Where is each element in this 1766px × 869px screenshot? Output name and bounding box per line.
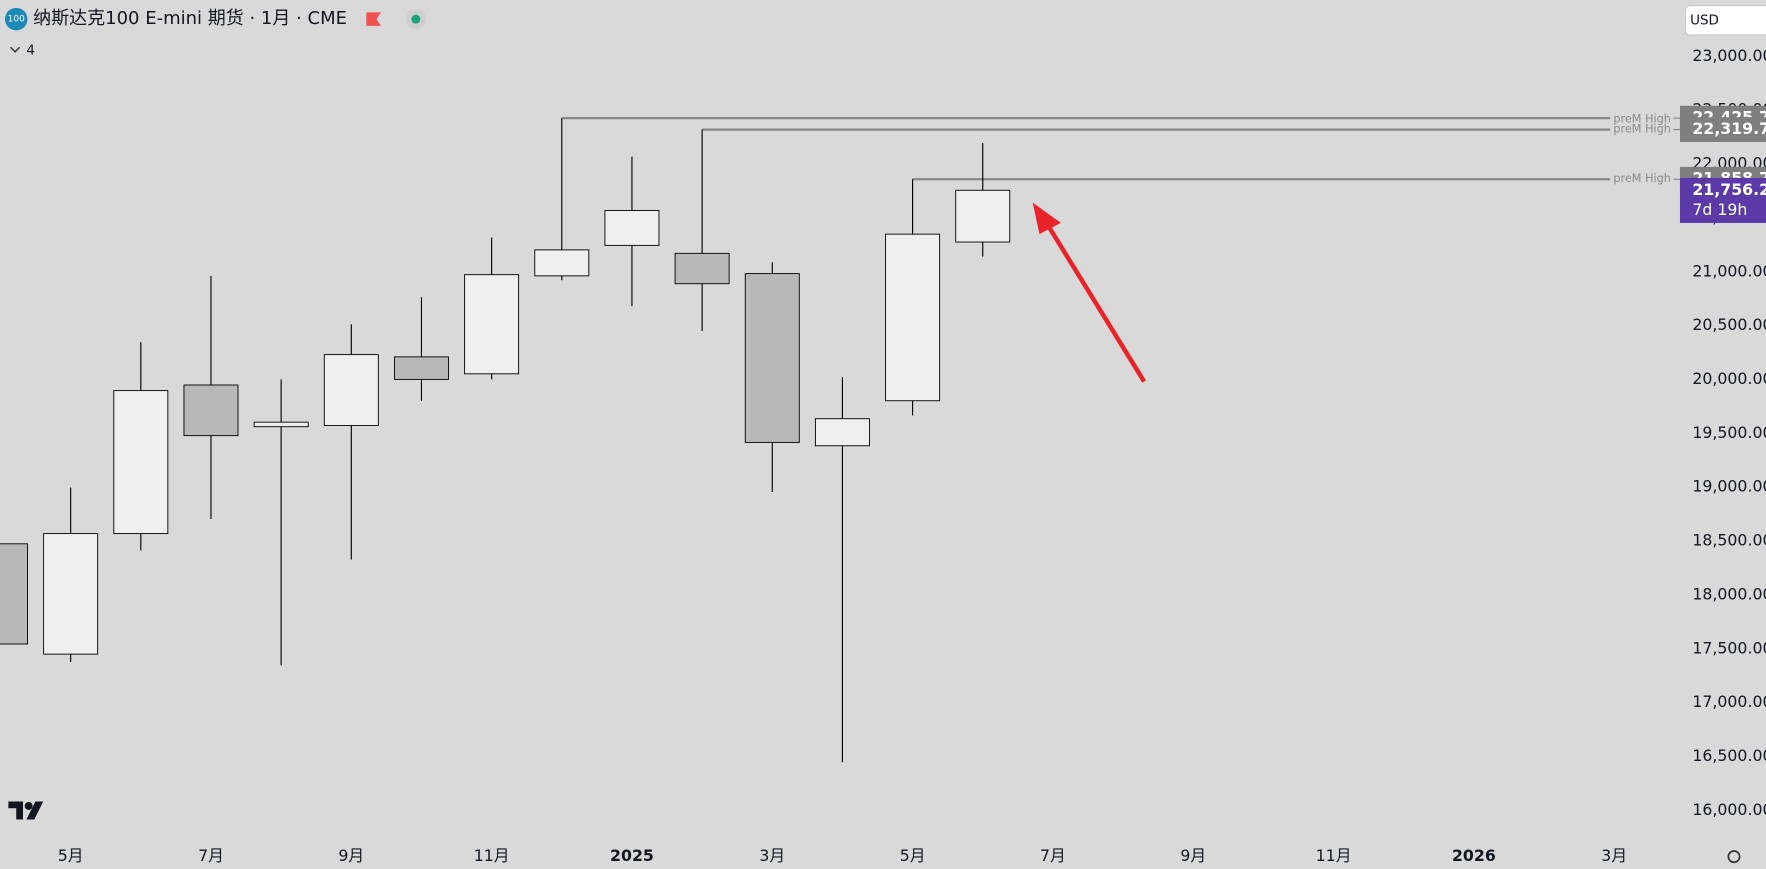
candle-body (604, 210, 660, 246)
y-tick-label: 17,000.00 (1692, 692, 1766, 711)
y-tick-label: 21,000.00 (1692, 261, 1766, 280)
x-tick-label: 11月 (474, 846, 510, 865)
x-tick-label: 5月 (900, 846, 926, 865)
candle-body (744, 273, 800, 443)
y-tick-label: 19,500.00 (1692, 423, 1766, 442)
candle-body (183, 384, 239, 437)
candle-body (113, 390, 169, 535)
level-name: preM High (1613, 112, 1671, 125)
candle-body (0, 543, 28, 645)
tv-logo (8, 801, 44, 820)
candle-body (464, 274, 520, 375)
x-tick-label: 11月 (1316, 846, 1352, 865)
x-tick-label: 2025 (610, 846, 654, 865)
candle-body (814, 418, 870, 447)
collapse-icon[interactable] (10, 46, 21, 53)
x-tick-label: 2026 (1452, 846, 1496, 865)
level-box (1679, 117, 1766, 142)
candle-body (43, 533, 99, 655)
y-tick-label: 16,500.00 (1692, 746, 1766, 765)
annotation-arrow-head (1032, 202, 1061, 235)
symbol-icon (4, 7, 28, 31)
symbol-badge: 100 (8, 15, 25, 25)
x-tick-label: 9月 (1180, 846, 1206, 865)
x-tick-label: 7月 (198, 846, 224, 865)
y-tick-label: 18,500.00 (1692, 531, 1766, 550)
currency[interactable]: USD (1690, 12, 1719, 28)
annotation-arrow (1043, 219, 1147, 383)
candle-body (955, 189, 1011, 243)
flag-icon[interactable] (366, 12, 381, 26)
level-name: preM High (1613, 172, 1671, 185)
y-tick-label: 20,000.00 (1692, 369, 1766, 388)
y-tick-label: 19,000.00 (1692, 477, 1766, 496)
y-tick-label: 16,000.00 (1692, 800, 1766, 819)
level-label: 22,319.75 (1692, 119, 1766, 138)
candle-body (674, 252, 730, 285)
status-dot (411, 14, 421, 24)
x-tick-label: 7月 (1040, 846, 1066, 865)
y-tick-label: 23,000.00 (1692, 46, 1766, 65)
candle-body (253, 421, 309, 428)
candle-body (885, 233, 941, 402)
x-tick-label: 3月 (1601, 846, 1627, 865)
candle-body (323, 354, 379, 426)
candle-body (393, 356, 449, 380)
last-price-box (1679, 177, 1766, 223)
settings-icon[interactable] (1727, 850, 1741, 864)
level-name: preM High (1613, 123, 1671, 136)
x-tick-label: 5月 (58, 846, 84, 865)
currency-box[interactable] (1685, 5, 1766, 36)
chart-title[interactable]: 纳斯达克100 E-mini 期货 · 1月 · CME (33, 8, 347, 29)
indicator-count[interactable]: 4 (26, 43, 35, 59)
y-tick-label: 18,000.00 (1692, 584, 1766, 603)
y-tick-label: 17,500.00 (1692, 638, 1766, 657)
y-tick-label: 20,500.00 (1692, 315, 1766, 334)
countdown: 7d 19h (1692, 200, 1747, 219)
last-price-label: 21,756.25 (1692, 180, 1766, 199)
x-tick-label: 3月 (759, 846, 785, 865)
x-tick-label: 9月 (338, 846, 364, 865)
candle-body (534, 249, 590, 277)
